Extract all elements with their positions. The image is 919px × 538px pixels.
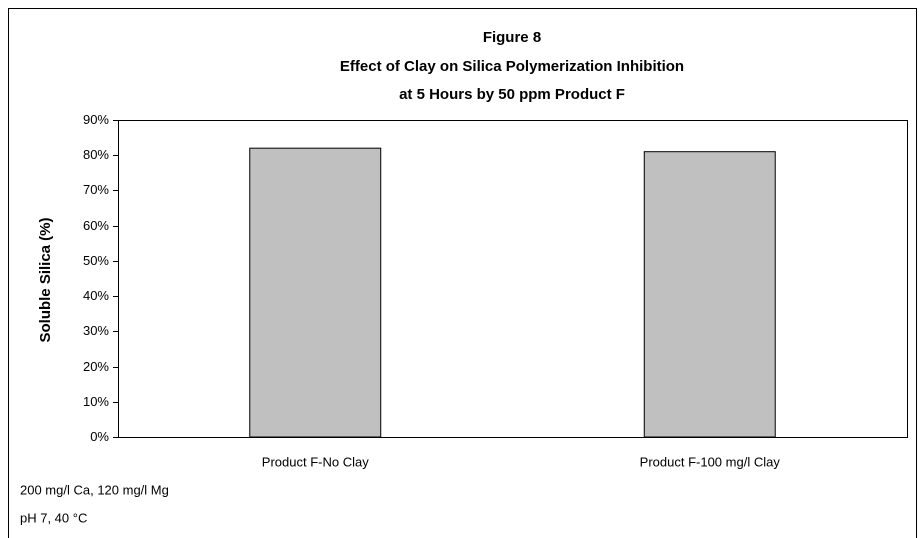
bar — [643, 151, 776, 438]
y-tick-label: 0% — [90, 429, 109, 444]
chart-title: at 5 Hours by 50 ppm Product F — [399, 86, 625, 103]
chart-title: Figure 8 — [483, 29, 541, 46]
chart-frame — [8, 8, 917, 538]
note: 200 mg/l Ca, 120 mg/l Mg — [20, 482, 169, 497]
y-tick-label: 70% — [83, 182, 109, 197]
x-tick-label: Product F-No Clay — [262, 454, 369, 469]
bar — [249, 147, 382, 438]
y-tick-label: 40% — [83, 288, 109, 303]
chart-title: Effect of Clay on Silica Polymerization … — [340, 58, 684, 75]
y-tick-label: 50% — [83, 253, 109, 268]
y-tick-label: 60% — [83, 218, 109, 233]
y-tick-label: 80% — [83, 147, 109, 162]
y-tick-label: 10% — [83, 394, 109, 409]
y-tick-label: 90% — [83, 112, 109, 127]
plot-area — [118, 120, 908, 438]
y-tick-label: 20% — [83, 359, 109, 374]
y-tick-label: 30% — [83, 323, 109, 338]
note: pH 7, 40 °C — [20, 510, 87, 525]
x-tick-label: Product F-100 mg/l Clay — [640, 454, 781, 469]
y-axis-title: Soluble Silica (%) — [37, 217, 54, 342]
